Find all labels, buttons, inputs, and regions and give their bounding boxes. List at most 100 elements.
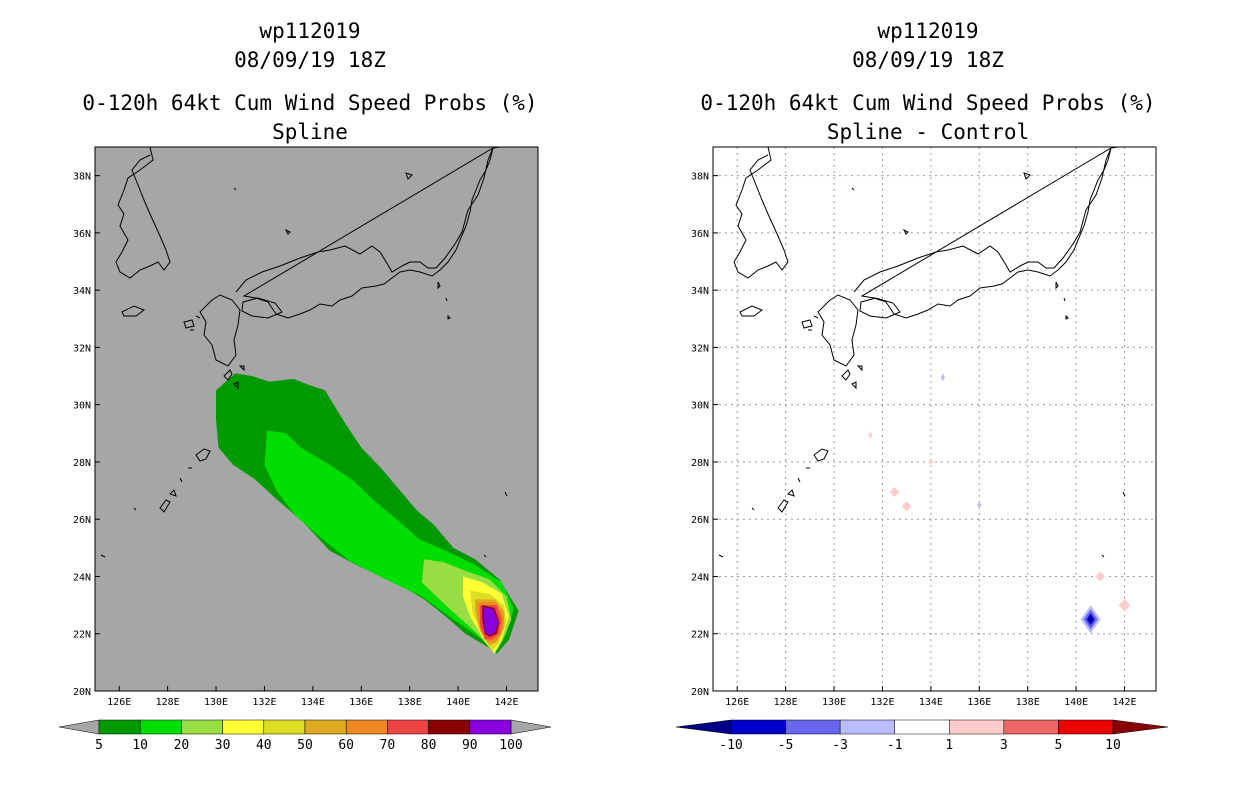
lon-tick-label: 126E (725, 697, 749, 708)
colorbar-label: 30 (215, 738, 231, 753)
lat-tick-label: 32N (73, 343, 91, 354)
colorbar-label: 90 (462, 738, 478, 753)
lat-tick-label: 30N (691, 401, 709, 412)
lon-tick-label: 132E (870, 697, 894, 708)
colorbar-label: 5 (95, 738, 103, 753)
colorbar-label: -5 (778, 738, 794, 753)
colorbar-swatch (894, 719, 950, 735)
colorbar-swatch (181, 719, 223, 735)
left-product-title: 0-120h 64kt Cum Wind Speed Probs (%) (82, 91, 537, 115)
right-map-background (713, 147, 1156, 691)
colorbar-swatch (1058, 719, 1114, 735)
colorbar-swatch (839, 719, 895, 735)
lat-tick-label: 24N (691, 572, 709, 583)
lon-tick-label: 142E (494, 697, 518, 708)
right-subtitle: Spline - Control (827, 120, 1029, 144)
colorbar-label: 1 (945, 738, 953, 753)
colorbar-swatch (387, 719, 429, 735)
colorbar-swatch (730, 719, 786, 735)
prob-contour-9 (483, 606, 499, 636)
right-titles: wp112019 08/09/19 18Z 0-120h 64kt Cum Wi… (700, 19, 1155, 144)
left-titles: wp112019 08/09/19 18Z 0-120h 64kt Cum Wi… (82, 19, 537, 144)
left-colorbar: 5 10 20 30 40 50 60 70 80 90 100 (58, 719, 552, 753)
colorbar-label: 10 (132, 738, 148, 753)
lat-tick-label: 26N (73, 515, 91, 526)
colorbar-swatch (345, 719, 388, 735)
diff-blob-3 (889, 487, 900, 498)
colorbar-right-arrow (510, 719, 552, 735)
left-map: 126E 128E 130E 132E 134E 136E 138E 140E 142E 20N 2… (73, 146, 539, 708)
diff-blob-7 (1118, 599, 1131, 612)
right-datetime: 08/09/19 18Z (852, 48, 1004, 72)
lon-tick-label: 138E (398, 697, 422, 708)
colorbar-right-arrow (1112, 719, 1169, 735)
lat-tick-label: 36N (691, 229, 709, 240)
lon-tick-label: 128E (156, 697, 180, 708)
diff-blob-0 (940, 373, 945, 382)
lon-tick-label: 138E (1016, 697, 1040, 708)
lat-tick-label: 38N (691, 172, 709, 183)
colorbar-swatch (785, 719, 841, 735)
lon-tick-label: 130E (204, 697, 228, 708)
colorbar-swatch (98, 719, 141, 735)
left-subtitle: Spline (272, 120, 348, 144)
lon-tick-label: 130E (822, 697, 846, 708)
colorbar-label: 20 (174, 738, 190, 753)
diff-blob-11 (1088, 616, 1093, 623)
lon-tick-label: 126E (107, 697, 131, 708)
diff-blob-1 (868, 430, 873, 439)
lon-tick-label: 136E (967, 697, 991, 708)
lon-tick-label: 128E (774, 697, 798, 708)
colorbar-swatch (1003, 719, 1059, 735)
lat-tick-label: 34N (691, 286, 709, 297)
colorbar-label: -3 (832, 738, 848, 753)
colorbar-label: -10 (719, 738, 742, 753)
difference-contours (868, 373, 1131, 634)
left-map-frame (94, 146, 539, 692)
colorbar-label: 10 (1105, 738, 1121, 753)
diff-blob-4 (901, 501, 912, 512)
lat-tick-label: 34N (73, 286, 91, 297)
colorbar-label: -1 (887, 738, 903, 753)
colorbar-swatch (428, 719, 471, 735)
lon-tick-label: 134E (301, 697, 325, 708)
colorbar-label: 40 (256, 738, 272, 753)
lon-tick-label: 142E (1112, 697, 1136, 708)
lon-tick-label: 136E (349, 697, 373, 708)
lat-tick-label: 32N (691, 343, 709, 354)
colorbar-label: 50 (297, 738, 313, 753)
colorbar-swatch (139, 719, 182, 735)
lat-tick-label: 22N (691, 630, 709, 641)
diff-blob-5 (977, 500, 982, 509)
colorbar-swatch (263, 719, 306, 735)
lon-tick-label: 134E (919, 697, 943, 708)
left-storm-id: wp112019 (259, 19, 360, 43)
diff-blob-2 (927, 459, 934, 464)
lat-tick-label: 28N (691, 458, 709, 469)
right-storm-id: wp112019 (877, 19, 978, 43)
left-datetime: 08/09/19 18Z (234, 48, 386, 72)
diff-blob-6 (1095, 571, 1106, 582)
colorbar-label: 5 (1055, 738, 1063, 753)
right-map: 126E 128E 130E 132E 134E 136E 138E 140E 142E 20N 2… (691, 146, 1157, 708)
lat-tick-label: 30N (73, 401, 91, 412)
colorbar-swatch (469, 719, 512, 735)
lat-tick-label: 22N (73, 630, 91, 641)
lat-tick-label: 20N (73, 687, 91, 698)
right-product-title: 0-120h 64kt Cum Wind Speed Probs (%) (700, 91, 1155, 115)
lon-tick-label: 132E (252, 697, 276, 708)
colorbar-label: 80 (421, 738, 437, 753)
right-map-frame (712, 146, 1157, 692)
lat-tick-label: 20N (691, 687, 709, 698)
probability-contours (216, 373, 519, 654)
right-axis-ticks: 126E 128E 130E 132E 134E 136E 138E 140E 142E 20N 2… (691, 172, 1137, 708)
colorbar-label: 60 (338, 738, 354, 753)
right-gridlines (713, 147, 1156, 691)
colorbar-swatch (222, 719, 265, 735)
left-axis-ticks: 126E 128E 130E 132E 134E 136E 138E 140E 142E 20N 2… (73, 172, 519, 708)
lat-tick-label: 28N (73, 458, 91, 469)
right-colorbar: -10 -5 -3 -1 1 3 5 10 (675, 719, 1169, 753)
colorbar-label: 100 (499, 738, 522, 753)
colorbar-label: 3 (1000, 738, 1008, 753)
lon-tick-label: 140E (1064, 697, 1088, 708)
